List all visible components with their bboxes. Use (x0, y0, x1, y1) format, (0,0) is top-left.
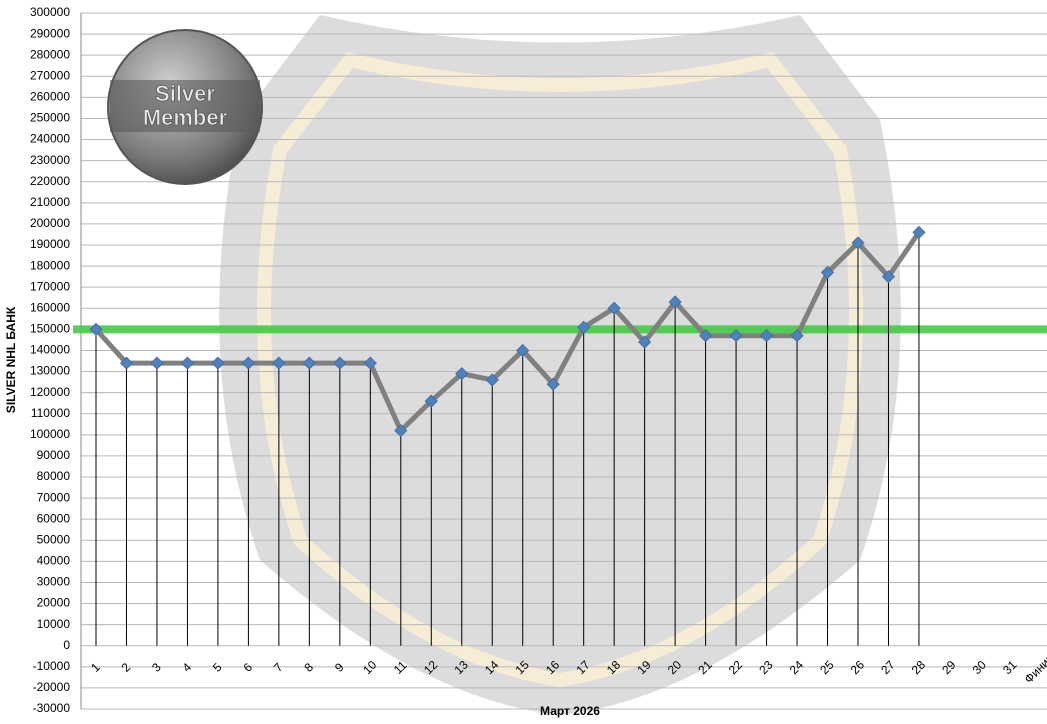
marker (729, 329, 743, 343)
badge: Silver Member (107, 29, 263, 185)
y-tick-label: 210000 (30, 195, 70, 209)
marker (912, 225, 926, 239)
marker (577, 320, 591, 334)
y-tick-label: 180000 (30, 258, 70, 272)
y-tick-label: 70000 (37, 490, 71, 504)
marker (638, 335, 652, 349)
x-tick-label: 31 (1000, 658, 1020, 678)
y-tick-label: 300000 (30, 5, 70, 19)
y-tick-label: 150000 (30, 322, 70, 336)
marker (272, 356, 286, 370)
y-tick-label: 240000 (30, 132, 70, 146)
y-tick-label: 120000 (30, 385, 70, 399)
marker (89, 322, 103, 336)
y-tick-label: 20000 (37, 596, 71, 610)
x-tick-label: 26 (848, 658, 868, 678)
marker (607, 301, 621, 315)
marker (759, 329, 774, 343)
y-tick-label: -30000 (33, 701, 71, 715)
x-tick-label: 27 (878, 658, 898, 678)
y-tick-label: 30000 (37, 575, 71, 589)
y-tick-label: 250000 (30, 111, 70, 125)
marker (881, 270, 896, 284)
y-tick-label: 130000 (30, 364, 70, 378)
marker (485, 373, 499, 387)
badge-text: Member (143, 105, 228, 130)
marker (820, 265, 835, 279)
y-tick-label: 280000 (30, 47, 70, 61)
x-tick-label: 10 (360, 658, 380, 678)
y-axis-title: SILVER NHL БАНК (4, 306, 18, 413)
marker (424, 394, 438, 408)
y-tick-label: 220000 (30, 174, 70, 188)
y-tick-label: 170000 (30, 279, 70, 293)
x-tick-label: 22 (726, 658, 746, 678)
x-axis-title: Март 2026 (540, 704, 600, 718)
series-line (94, 230, 922, 434)
x-tick-label: 29 (939, 658, 959, 678)
marker (516, 343, 530, 358)
marker (851, 236, 865, 250)
y-tick-label: 260000 (30, 90, 70, 104)
y-tick-label: 100000 (30, 427, 70, 441)
marker (119, 356, 134, 370)
y-tick-label: 0 (63, 638, 70, 652)
marker (668, 295, 682, 309)
x-tick-label: 25 (817, 658, 837, 678)
marker (302, 356, 316, 370)
marker (790, 329, 804, 343)
marker (180, 356, 195, 370)
y-tick-label: -10000 (33, 659, 71, 673)
y-tick-label: 270000 (30, 68, 70, 82)
marker (333, 356, 347, 370)
y-tick-label: 230000 (30, 153, 70, 167)
marker (546, 377, 560, 391)
y-tick-label: -20000 (33, 680, 71, 694)
x-tick-label: 28 (909, 658, 929, 678)
y-tick-label: 160000 (30, 300, 70, 314)
y-tick-label: 40000 (37, 554, 71, 568)
x-tick-label: 23 (756, 658, 776, 678)
x-tick-label: Финиш (1022, 649, 1047, 686)
y-tick-label: 80000 (37, 469, 71, 483)
marker (455, 367, 469, 381)
y-tick-label: 10000 (37, 617, 71, 631)
marker (363, 356, 377, 370)
marker (699, 329, 713, 343)
y-tick-label: 90000 (37, 448, 71, 462)
y-tick-label: 200000 (30, 216, 70, 230)
x-tick-label: 24 (787, 658, 807, 678)
x-tick-label: 30 (970, 658, 990, 678)
marker (211, 356, 225, 370)
y-tick-label: 60000 (37, 511, 71, 525)
marker (394, 424, 408, 438)
y-tick-label: 290000 (30, 26, 70, 40)
marker (241, 356, 255, 370)
badge-text: Silver (155, 81, 215, 106)
y-tick-label: 50000 (37, 532, 71, 546)
marker (150, 356, 164, 370)
y-tick-label: 190000 (30, 237, 70, 251)
y-tick-label: 110000 (31, 406, 70, 420)
y-tick-label: 140000 (30, 343, 70, 357)
